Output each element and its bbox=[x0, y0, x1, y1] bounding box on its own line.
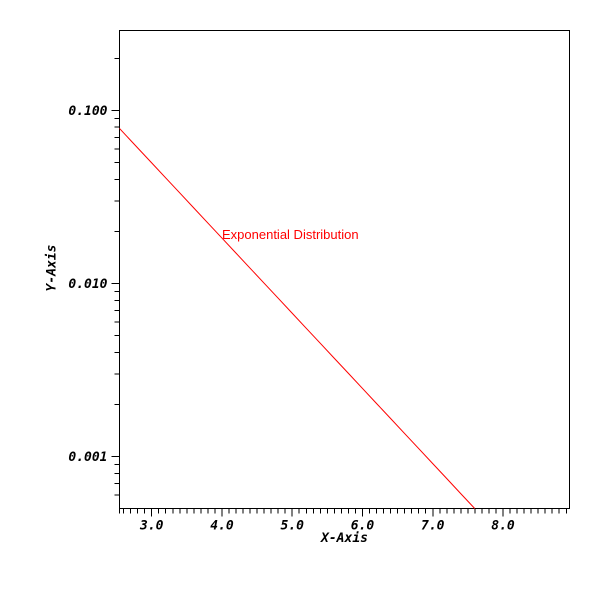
x-tick-label: 6.0 bbox=[351, 519, 375, 534]
x-tick-label: 5.0 bbox=[280, 519, 304, 534]
x-tick-label: 7.0 bbox=[421, 519, 445, 534]
x-tick-label: 8.0 bbox=[491, 519, 515, 534]
x-tick-label: 3.0 bbox=[139, 519, 164, 534]
plot-border bbox=[119, 30, 570, 509]
series-annotation-label: Exponential Distribution bbox=[222, 227, 359, 242]
y-tick-label: 0.001 bbox=[68, 450, 107, 465]
y-tick-label: 0.010 bbox=[68, 277, 107, 292]
x-tick-label: 4.0 bbox=[210, 519, 234, 534]
y-tick-label: 0.100 bbox=[68, 104, 107, 119]
series-line-exponential bbox=[119, 128, 476, 509]
y-axis-title: Y-Axis bbox=[44, 244, 60, 292]
x-axis-title: X-Axis bbox=[321, 531, 368, 546]
